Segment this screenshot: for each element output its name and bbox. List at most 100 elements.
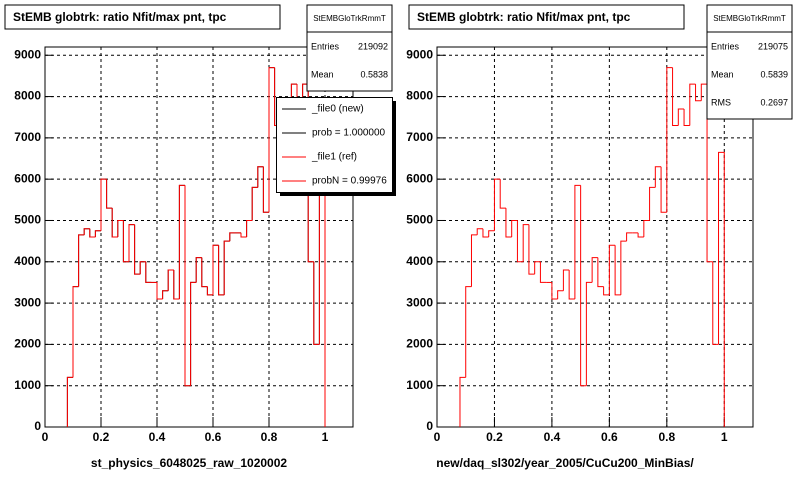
histogram-bin [511,219,518,237]
histogram-bin [257,166,264,188]
histogram-bin [557,290,564,299]
histogram-bin [229,232,236,242]
histogram-bin [459,376,466,427]
y-tick-label: 1000 [406,378,433,392]
x-tick-label: 0.2 [486,430,503,444]
histogram-bin [94,230,101,237]
histogram-bin [268,67,275,213]
histogram-bin [568,270,575,300]
x-tick-label: 0.4 [149,430,166,444]
chart-title: StEMB globtrk: ratio Nfit/max pnt, tpc [417,10,631,24]
stats-value: 0.5838 [360,69,388,79]
histogram-bin [173,270,180,300]
histogram-bin [522,224,529,262]
x-axis-label: new/daq_sl302/year_2005/CuCu200_MinBias/ [436,456,694,470]
histogram-bin [218,245,225,296]
y-tick-label: 3000 [14,295,41,309]
histogram-bin [223,240,230,295]
y-tick-label: 1000 [14,378,41,392]
title-box [4,4,281,30]
histogram-bin [574,184,581,299]
y-tick-label: 2000 [406,337,433,351]
histogram-bin [83,228,90,235]
histogram-bin [78,234,85,287]
histogram-bin [184,185,191,387]
histogram-bin [660,166,667,213]
histogram-bin [195,257,202,283]
stats-label: Entries [711,41,740,51]
chart-title: StEMB globtrk: ratio Nfit/max pnt, tpc [13,10,227,24]
y-tick-label: 3000 [406,295,433,309]
y-tick-label: 9000 [14,47,41,61]
histogram-bin [251,186,258,221]
histogram-bin [100,178,107,231]
histogram-bin [649,186,656,221]
histogram-bin [666,67,673,213]
histogram-bin [178,184,185,299]
x-tick-label: 1 [721,430,728,444]
histogram-bin [302,83,309,101]
histogram-bin [128,224,135,262]
y-tick-label: 8000 [14,89,41,103]
histogram-bin [465,286,472,378]
y-tick-label: 8000 [406,89,433,103]
histogram-bin [718,151,725,427]
y-tick-label: 4000 [406,254,433,268]
x-tick-label: 0 [434,430,441,444]
histogram-bin [470,234,478,287]
x-tick-label: 0.8 [658,430,675,444]
histogram-bin [637,232,644,238]
y-tick-label: 6000 [14,171,41,185]
legend: _file0 (new) prob = 1.000000 _file1 (ref) p… [276,97,393,193]
histogram-bin [476,228,483,235]
histogram-bin [591,257,598,283]
histogram-bin [167,269,174,291]
y-tick-label: 5000 [14,213,41,227]
stats-value: 219075 [758,41,788,51]
histogram-bin [654,166,662,188]
legend-label: _file1 (ref) [311,152,357,163]
histogram-bin [240,232,247,238]
histogram-bin [672,67,679,126]
histogram-bin [683,108,690,126]
histogram-bin [534,261,541,275]
y-tick-label: 9000 [406,47,433,61]
histogram-bin [614,245,621,296]
histogram-bin [608,244,616,295]
histogram-bin [66,376,73,427]
histogram-bin [206,286,213,296]
histogram-bin [626,232,633,242]
x-tick-label: 0 [42,430,49,444]
histogram-bin [212,244,219,295]
x-tick-label: 0.4 [544,430,561,444]
histogram-bin [695,84,702,102]
y-tick-label: 2000 [14,337,41,351]
plot-frame [436,46,754,428]
histogram-bin [528,224,535,275]
histogram-bin [122,220,129,263]
histogram-bin [562,269,570,291]
histogram-bin [505,208,512,238]
histogram-bin [262,166,269,213]
histogram-bin [551,282,558,300]
histogram-bin [145,261,152,283]
stats-title: StEMBGloTrkRmmT [313,14,386,23]
histogram-bin [134,224,141,275]
histogram-bin [499,179,506,209]
stats-value: 219092 [358,41,388,51]
histogram-bin [482,228,489,238]
histogram-bin [313,261,320,345]
histogram-bin [643,219,650,237]
histogram-bin [488,230,495,237]
histogram-bin [190,281,197,386]
legend-label: prob = 1.000000 [312,128,386,139]
y-tick-label: 7000 [406,130,433,144]
stats-value: 0.2697 [760,97,788,107]
histogram-bin [106,179,113,209]
y-tick-label: 4000 [14,254,41,268]
stats-label: RMS [711,97,731,107]
stats-box [706,4,793,120]
histogram-bin [597,257,604,288]
x-tick-label: 0.2 [93,430,110,444]
